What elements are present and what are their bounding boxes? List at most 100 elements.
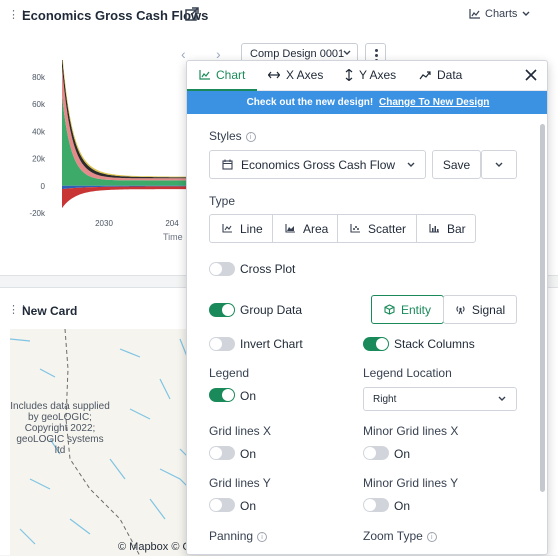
type-label-text: Bar bbox=[447, 221, 466, 236]
y-tick-label: 0 bbox=[41, 182, 46, 191]
cube-icon bbox=[384, 304, 395, 315]
settings-tabs: Chart X Axes Y Axes Data bbox=[187, 61, 547, 91]
grid-y-label: Grid lines Y bbox=[209, 476, 271, 490]
info-icon[interactable]: i bbox=[245, 132, 256, 142]
legend-location-label: Legend Location bbox=[363, 366, 452, 380]
panel-scrollbar[interactable] bbox=[540, 124, 545, 492]
panning-section: Panning i bbox=[209, 529, 268, 543]
card-title: New Card bbox=[22, 304, 78, 318]
series-area bbox=[62, 186, 190, 209]
tab-label: Data bbox=[437, 68, 463, 82]
legend-state: On bbox=[240, 389, 257, 403]
x-axis: 2030 204 bbox=[95, 219, 179, 228]
invert-chart-toggle[interactable] bbox=[209, 337, 235, 351]
group-entity-button[interactable]: Entity bbox=[371, 295, 444, 324]
info-icon[interactable]: i bbox=[257, 532, 268, 542]
minor-grid-x-label: Minor Grid lines X bbox=[363, 424, 459, 438]
grid-y-toggle[interactable] bbox=[209, 498, 235, 512]
group-option-label: Signal bbox=[471, 302, 506, 317]
info-icon[interactable]: i bbox=[426, 532, 437, 542]
tab-label: Chart bbox=[216, 68, 246, 82]
tab-label: Y Axes bbox=[359, 68, 397, 82]
save-button[interactable]: Save bbox=[432, 150, 481, 179]
tab-data[interactable]: Data bbox=[419, 68, 462, 82]
minor-grid-y-toggle[interactable] bbox=[363, 498, 389, 512]
group-data-toggle[interactable] bbox=[209, 303, 235, 317]
calendar-icon bbox=[222, 159, 233, 170]
type-area-button[interactable]: Area bbox=[272, 214, 338, 243]
minor-grid-y-state: On bbox=[394, 499, 411, 513]
zoom-type-section: Zoom Type i bbox=[363, 529, 437, 543]
cash-flow-chart: 80k 60k 40k 20k 0 -20k 2030 204 Time bbox=[29, 60, 190, 242]
x-tick-label: 2030 bbox=[95, 219, 113, 228]
external-link-icon[interactable] bbox=[185, 7, 199, 21]
chevron-down-icon bbox=[498, 396, 506, 401]
cross-plot-toggle[interactable] bbox=[209, 262, 235, 276]
style-select-value: Economics Gross Cash Flow bbox=[241, 157, 396, 172]
y-tick-label: 20k bbox=[32, 155, 46, 164]
x-tick-label: 204 bbox=[165, 219, 179, 228]
previous-arrow-icon[interactable]: ‹ bbox=[181, 46, 186, 62]
horizontal-arrows-icon bbox=[268, 71, 280, 79]
y-tick-label: 40k bbox=[32, 127, 46, 136]
style-select[interactable]: Economics Gross Cash Flow bbox=[209, 150, 426, 179]
line-chart-icon bbox=[199, 70, 210, 80]
save-options-button[interactable] bbox=[481, 150, 517, 179]
invert-chart-label: Invert Chart bbox=[240, 337, 303, 351]
minor-grid-x-toggle[interactable] bbox=[363, 446, 389, 460]
type-label-text: Line bbox=[240, 221, 263, 236]
panning-label: Panning bbox=[209, 529, 254, 543]
stack-columns-toggle[interactable] bbox=[363, 337, 389, 351]
chart-series-group bbox=[62, 60, 190, 209]
kebab-dot bbox=[375, 54, 378, 57]
group-signal-button[interactable]: Signal bbox=[443, 295, 517, 324]
type-line-button[interactable]: Line bbox=[209, 214, 273, 243]
series-area bbox=[62, 185, 190, 190]
grid-x-label: Grid lines X bbox=[209, 424, 272, 438]
series-area bbox=[62, 60, 190, 179]
kebab-dot bbox=[375, 49, 378, 52]
card-title: Economics Gross Cash Flows bbox=[22, 8, 209, 23]
minor-grid-x-state: On bbox=[394, 447, 411, 461]
signal-icon bbox=[456, 306, 465, 315]
legend-label: Legend bbox=[209, 366, 250, 380]
x-axis-label: Time bbox=[163, 232, 183, 242]
type-label-text: Area bbox=[303, 221, 329, 236]
comparison-select-value: Comp Design 0001 bbox=[250, 48, 345, 60]
legend-location-select[interactable]: Right bbox=[363, 387, 517, 411]
tab-x-axes[interactable]: X Axes bbox=[268, 68, 323, 82]
line-chart-icon bbox=[222, 224, 232, 233]
grid-x-toggle[interactable] bbox=[209, 446, 235, 460]
legend-toggle[interactable] bbox=[209, 388, 235, 402]
drag-handle-icon[interactable]: ⋮⋮ bbox=[8, 9, 29, 21]
map-features bbox=[10, 329, 196, 556]
minor-grid-y-label: Minor Grid lines Y bbox=[363, 476, 459, 490]
banner-text: Check out the new design! bbox=[246, 97, 374, 108]
y-tick-label: 60k bbox=[32, 100, 46, 109]
area-chart-icon bbox=[285, 224, 295, 233]
styles-section: Styles i bbox=[209, 129, 256, 143]
y-tick-label: 80k bbox=[32, 73, 46, 82]
cross-plot-label: Cross Plot bbox=[240, 262, 296, 276]
type-bar-button[interactable]: Bar bbox=[416, 214, 476, 243]
type-scatter-button[interactable]: Scatter bbox=[337, 214, 417, 243]
active-tab-indicator bbox=[187, 89, 257, 91]
vertical-arrows-icon bbox=[345, 69, 353, 81]
group-data-label: Group Data bbox=[240, 303, 303, 317]
zoom-type-label: Zoom Type bbox=[363, 529, 423, 543]
y-axis: 80k 60k 40k 20k 0 -20k bbox=[29, 73, 46, 218]
chevron-down-icon bbox=[343, 50, 351, 55]
next-arrow-icon[interactable]: › bbox=[216, 46, 221, 62]
close-icon[interactable] bbox=[523, 67, 539, 83]
charts-menu-button[interactable]: Charts bbox=[469, 8, 530, 20]
tab-y-axes[interactable]: Y Axes bbox=[345, 68, 396, 82]
grid-y-state: On bbox=[240, 499, 257, 513]
tab-label: X Axes bbox=[286, 68, 324, 82]
new-design-banner: Check out the new design! Change To New … bbox=[187, 91, 547, 114]
map-view[interactable]: Includes data supplied by geoLOGIC; Copy… bbox=[10, 329, 210, 556]
grid-x-state: On bbox=[240, 447, 257, 461]
drag-handle-icon[interactable]: ⋮⋮ bbox=[8, 304, 29, 316]
change-design-link[interactable]: Change To New Design bbox=[379, 97, 490, 108]
series-area bbox=[62, 66, 190, 181]
tab-chart[interactable]: Chart bbox=[199, 68, 245, 82]
